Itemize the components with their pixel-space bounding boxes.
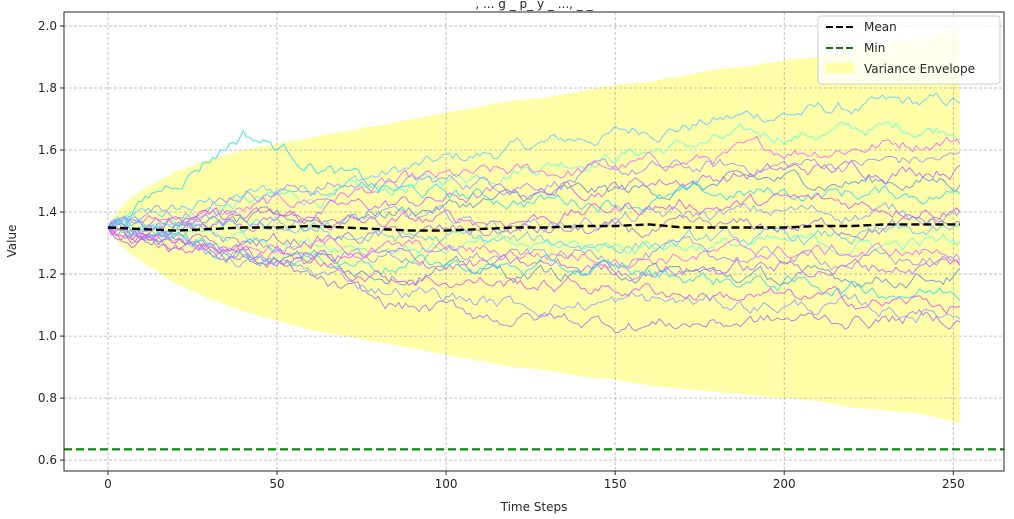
legend-envelope-swatch	[826, 63, 854, 73]
legend-mean-label: Mean	[864, 20, 897, 34]
sample-path	[107, 221, 961, 281]
legend-min-label: Min	[864, 41, 885, 55]
mean-line	[107, 223, 960, 232]
sample-paths-layer	[107, 92, 961, 334]
sample-path	[107, 129, 961, 229]
sample-path	[107, 160, 961, 237]
sample-path	[107, 227, 961, 315]
chart-title: , ... g _ p_ y _ ..., _ _	[475, 0, 593, 11]
x-tick-label: 50	[269, 477, 284, 491]
sample-path	[107, 216, 961, 254]
y-tick-label: 0.6	[38, 453, 57, 467]
sample-path	[107, 192, 961, 241]
x-axis-label: Time Steps	[500, 500, 568, 514]
y-tick-label: 2.0	[38, 19, 57, 33]
y-tick-label: 1.4	[38, 205, 57, 219]
sample-path	[108, 92, 961, 228]
plot-frame	[63, 11, 1005, 472]
sample-path	[107, 216, 961, 271]
x-tick-label: 200	[773, 477, 796, 491]
y-tick-label: 1.2	[38, 267, 57, 281]
y-tick-label: 1.8	[38, 81, 57, 95]
legend-envelope-label: Variance Envelope	[864, 62, 975, 76]
x-tick-label: 150	[604, 477, 627, 491]
y-axis-label: Value	[5, 225, 19, 258]
summary-lines-layer	[64, 223, 1004, 451]
legend-frame	[817, 15, 1001, 85]
x-tick-label: 250	[942, 477, 965, 491]
y-tick-label: 1.6	[38, 143, 57, 157]
variance-envelope	[108, 29, 960, 423]
sample-path	[107, 214, 961, 250]
sample-path	[107, 135, 961, 228]
legend: Mean Min Variance Envelope	[817, 15, 1001, 85]
x-tick-label: 100	[435, 477, 458, 491]
variance-envelope-layer	[108, 29, 960, 423]
sample-path	[107, 169, 961, 240]
x-tick-label: 0	[104, 477, 112, 491]
y-tick-label: 0.8	[38, 391, 57, 405]
sample-path	[107, 121, 961, 228]
sample-path	[107, 221, 961, 257]
sample-path	[107, 224, 961, 270]
x-ticks: 0 50 100 150 200 250	[104, 471, 965, 491]
sample-path	[107, 223, 961, 324]
y-tick-label: 1.0	[38, 329, 57, 343]
y-ticks: 0.6 0.8 1.0 1.2 1.4 1.6 1.8 2.0	[38, 19, 64, 467]
sample-path	[107, 227, 961, 334]
